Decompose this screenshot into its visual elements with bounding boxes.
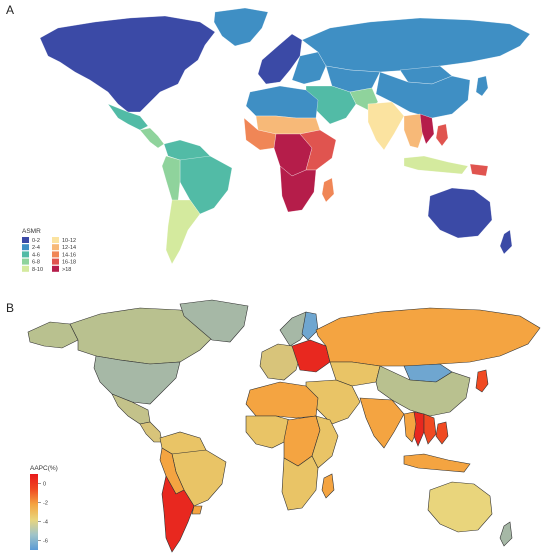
legend-a-label: 0-2	[32, 238, 40, 244]
region-greenland	[179, 299, 249, 343]
region-india	[367, 101, 405, 151]
legend-a-swatch	[52, 258, 59, 265]
legend-a-label: 16-18	[62, 260, 76, 266]
legend-a-swatch	[22, 237, 29, 243]
region-philippines	[435, 123, 449, 147]
region-india	[359, 397, 405, 449]
region-russia	[301, 17, 531, 73]
region-argentina-chile	[161, 475, 195, 553]
region-indonesia	[403, 453, 471, 473]
region-papua-new-guinea	[469, 163, 489, 177]
region-greenland	[213, 7, 269, 47]
region-finland	[301, 311, 319, 341]
panel-b: B	[6, 299, 541, 553]
region-australia	[427, 187, 493, 239]
region-russia	[315, 307, 541, 367]
region-east-africa	[311, 415, 339, 469]
region-southern-africa	[279, 165, 317, 213]
region-japan	[475, 75, 489, 97]
legend-a-swatch	[22, 258, 29, 265]
legend-a-swatch	[22, 251, 29, 258]
region-western-europe	[259, 343, 301, 381]
legend-b: AAPC(%) 0 -2 -4 -6	[30, 465, 58, 550]
region-uruguay	[191, 505, 203, 515]
region-china	[375, 365, 471, 417]
legend-a-swatch	[52, 244, 59, 251]
legend-a-label: 2-4	[32, 245, 40, 251]
legend-a-swatch	[52, 237, 59, 243]
region-mexico	[107, 103, 149, 131]
legend-a-label: 12-14	[62, 245, 76, 251]
region-sahel	[255, 115, 321, 135]
legend-a-label: 14-16	[62, 252, 76, 258]
region-new-zealand	[499, 521, 513, 547]
region-eastern-europe	[291, 339, 331, 373]
region-madagascar	[321, 177, 335, 203]
region-china	[375, 71, 471, 119]
legend-a-label: >18	[62, 267, 71, 273]
region-vietnam-cambodia	[423, 413, 437, 445]
region-south-america-west	[161, 155, 181, 203]
legend-b-tick-label: -4	[43, 520, 48, 526]
panel-a-label: A	[6, 3, 14, 17]
region-philippines	[435, 421, 449, 445]
region-alaska	[27, 321, 79, 349]
legend-a-swatch	[52, 265, 59, 272]
legend-a-swatch	[22, 244, 29, 251]
region-indonesia	[403, 155, 469, 175]
legend-a-label: 8-10	[32, 267, 43, 273]
region-west-africa	[245, 415, 291, 449]
panel-a: A	[6, 3, 531, 273]
region-central-america	[139, 421, 163, 443]
legend-b-tick-label: -6	[43, 539, 48, 545]
legend-b-tick-label: -2	[43, 501, 48, 507]
region-north-america	[39, 15, 216, 113]
world-map-b	[27, 299, 541, 553]
world-map-a	[39, 7, 531, 265]
legend-a-label: 6-8	[32, 260, 40, 266]
legend-b-title: AAPC(%)	[30, 465, 58, 472]
region-brazil	[179, 155, 233, 215]
region-madagascar	[321, 473, 335, 499]
region-canada	[69, 307, 215, 365]
legend-a-label: 4-6	[32, 252, 40, 258]
legend-a-swatch	[52, 251, 59, 258]
region-new-zealand	[499, 229, 513, 255]
region-central-america	[139, 127, 165, 149]
region-east-africa	[299, 129, 337, 171]
region-usa	[93, 355, 181, 405]
region-thailand	[413, 411, 425, 447]
region-western-europe	[257, 33, 303, 85]
region-southern-africa	[281, 455, 319, 511]
region-cambodia-vietnam	[419, 113, 435, 145]
region-japan	[475, 369, 489, 393]
legend-b-ticks: 0 -2 -4 -6	[38, 482, 48, 545]
panel-b-label: B	[6, 301, 14, 315]
legend-a-title: ASMR	[22, 228, 41, 235]
legend-b-tick-label: 0	[43, 482, 46, 488]
region-north-africa	[245, 381, 319, 419]
region-australia	[427, 481, 493, 533]
region-southern-cone	[165, 199, 201, 265]
legend-a-swatch	[22, 265, 29, 272]
legend-b-colorbar	[30, 474, 38, 550]
legend-a-label: 10-12	[62, 238, 76, 244]
